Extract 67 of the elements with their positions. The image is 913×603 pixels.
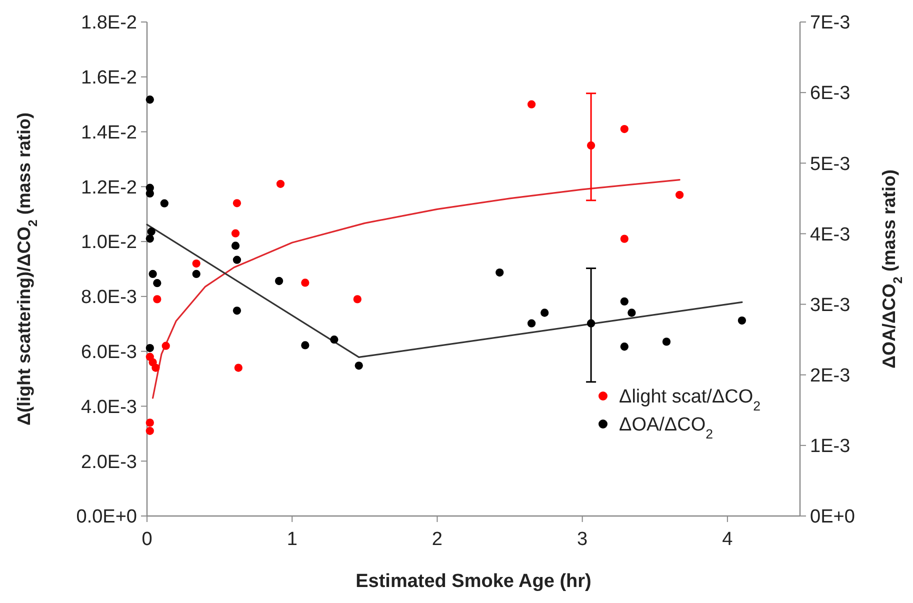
point xyxy=(527,319,536,328)
y-tick-label: 4.0E-3 xyxy=(81,396,137,418)
y-tick-label: 1.6E-2 xyxy=(81,68,137,89)
point xyxy=(146,96,154,104)
y-tick-label: 1.8E-2 xyxy=(81,12,137,34)
point xyxy=(274,276,284,286)
point xyxy=(162,342,170,350)
x-tick-label: 3 xyxy=(577,529,588,550)
point xyxy=(620,124,628,134)
point xyxy=(628,308,636,317)
y2-tick-label: 3E-3 xyxy=(810,294,850,316)
point xyxy=(353,295,362,304)
point xyxy=(301,278,310,287)
point xyxy=(586,319,596,328)
point xyxy=(738,316,746,325)
y-tick-label: 1.4E-2 xyxy=(81,122,137,144)
point xyxy=(620,234,628,243)
point xyxy=(192,259,200,268)
point xyxy=(234,364,242,372)
point xyxy=(540,308,549,317)
x-axis-title: Estimated Smoke Age (hr) xyxy=(356,571,592,592)
y2-tick-label: 6E-3 xyxy=(810,83,850,104)
point xyxy=(586,141,596,150)
y2-tick-label: 5E-3 xyxy=(810,154,850,175)
x-tick-label: 0 xyxy=(142,529,152,550)
y-tick-label: 1.0E-2 xyxy=(81,232,137,254)
y-tick-label: 0.0E+0 xyxy=(76,506,137,528)
y-tick-label: 8.0E-3 xyxy=(81,287,137,308)
x-tick-label: 4 xyxy=(722,529,734,550)
x-tick-label: 2 xyxy=(432,529,443,550)
point xyxy=(301,341,310,350)
point xyxy=(620,297,628,306)
point xyxy=(153,295,162,304)
point xyxy=(276,180,285,188)
point xyxy=(354,362,363,370)
point xyxy=(232,306,242,315)
y-tick-label: 6.0E-3 xyxy=(81,342,137,363)
y2-tick-label: 2E-3 xyxy=(810,366,850,387)
point xyxy=(231,242,240,250)
point xyxy=(675,190,684,199)
y-tick-label: 1.2E-2 xyxy=(81,177,137,198)
point xyxy=(620,342,628,351)
point xyxy=(330,336,338,344)
point xyxy=(146,344,154,352)
point xyxy=(232,199,242,208)
point xyxy=(496,268,504,277)
point xyxy=(146,234,154,243)
point xyxy=(148,270,157,278)
y-tick-label: 2.0E-3 xyxy=(81,452,137,473)
point xyxy=(527,100,536,108)
x-tick-label: 1 xyxy=(286,529,298,550)
point xyxy=(662,338,671,346)
point xyxy=(231,229,240,238)
point xyxy=(146,426,154,435)
point xyxy=(192,270,200,278)
point xyxy=(152,364,160,372)
point xyxy=(160,199,168,208)
y2-tick-label: 1E-3 xyxy=(810,436,850,458)
point xyxy=(146,418,154,427)
legend-label: ΔOA/ΔCO$_{2}$ xyxy=(619,414,714,442)
point xyxy=(232,256,242,264)
legend-label: Δlight scat/ΔCO$_{2}$ xyxy=(619,386,761,414)
y2-tick-label: 4E-3 xyxy=(810,224,850,246)
point xyxy=(147,228,156,236)
y2-tick-label: 0E+0 xyxy=(810,506,855,528)
point xyxy=(153,279,162,288)
y2-tick-label: 7E-3 xyxy=(810,12,850,34)
